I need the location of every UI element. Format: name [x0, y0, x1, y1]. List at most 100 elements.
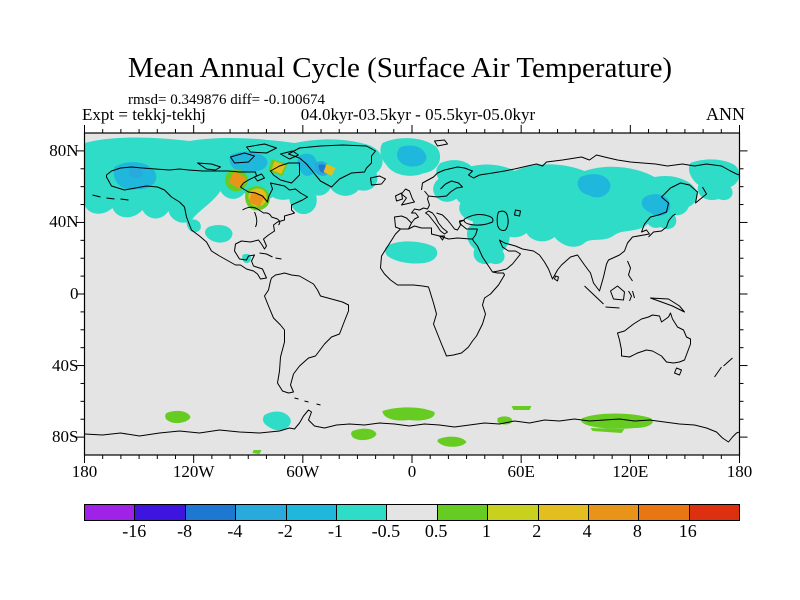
anomaly-patch [467, 219, 510, 265]
coastline [514, 209, 521, 217]
experiment-label: Expt = tekkj-tekhj [82, 105, 206, 124]
anomaly-patch [165, 410, 191, 424]
anomaly-patch [351, 428, 377, 441]
anomaly-patch [641, 194, 671, 216]
colorbar-tick-label: 0.5 [424, 521, 448, 541]
coastline [650, 297, 685, 313]
anomaly-patch [511, 406, 532, 410]
colorbar-segment [184, 505, 236, 520]
anomaly-patch [262, 411, 291, 431]
x-axis-tick-label: 60E [507, 462, 535, 481]
colorbar-tick-label: 16 [678, 521, 697, 541]
colorbar-segment [436, 505, 488, 520]
colorbar-segment [85, 505, 135, 520]
coastline [714, 357, 733, 378]
anomaly-patch [205, 225, 233, 243]
coastline [479, 154, 740, 176]
coastline [84, 409, 740, 443]
anomaly-patch [577, 174, 611, 198]
map-group [76, 125, 748, 463]
coastline [424, 180, 463, 198]
y-axis-tick-label: 40N [49, 212, 79, 232]
colorbar-segment [335, 505, 387, 520]
colorbar-tick-label: 1 [481, 521, 491, 541]
coastline [259, 252, 282, 260]
colorbar-tick-label: -4 [227, 521, 243, 541]
coastline [434, 139, 448, 147]
colorbar [84, 504, 740, 521]
anomaly-patch [271, 161, 286, 174]
coastline [294, 397, 321, 406]
anomaly-patch [590, 428, 625, 433]
anomaly-patch [252, 450, 262, 454]
coastline [400, 225, 473, 240]
colorbar-segment [487, 505, 538, 520]
figure-title: Mean Annual Cycle (Surface Air Temperatu… [127, 52, 673, 84]
colorbar-tick-label: 2 [532, 521, 542, 541]
coastline [242, 206, 281, 228]
period-label: 04.0kyr-03.5kyr - 05.5kyr-05.0kyr [300, 105, 536, 124]
colorbar-segment [587, 505, 639, 520]
colorbar-tick-label: -2 [277, 521, 293, 541]
coastline [425, 210, 448, 241]
colorbar-tick-label: 4 [582, 521, 592, 541]
colorbar-segment [235, 505, 286, 520]
y-axis-tick-label: 40S [52, 355, 79, 375]
colorbar-segment [285, 505, 336, 520]
coastline [106, 166, 308, 280]
anomaly-patch [186, 219, 201, 233]
coastline [436, 212, 465, 231]
coastline [197, 162, 221, 171]
anomaly-patch [385, 241, 438, 264]
coastline [411, 195, 430, 224]
x-axis-tick-label: 180 [726, 462, 753, 481]
colorbar-segment [537, 505, 588, 520]
coastline [610, 285, 625, 301]
coastline [584, 285, 620, 309]
x-axis-tick-label: 180 [71, 462, 98, 481]
anomaly-patch [437, 436, 467, 447]
coastline [288, 144, 376, 188]
y-axis-tick-label: 80N [49, 140, 79, 160]
coastline [395, 188, 415, 206]
anomaly-patch [382, 407, 435, 421]
coastline [421, 166, 480, 191]
colorbar-segment [688, 505, 740, 520]
y-axis-tick-label: 0 [70, 284, 79, 303]
colorbar-segment [638, 505, 689, 520]
colorbar-segment [134, 505, 185, 520]
coastline [380, 228, 505, 357]
coastline [459, 219, 478, 230]
coastline [270, 162, 300, 184]
coastline [554, 275, 559, 282]
coastline [617, 312, 691, 364]
x-axis-tick-label: 120E [612, 462, 649, 481]
coastline [496, 210, 509, 231]
anomaly-patch [688, 159, 740, 201]
anomaly-patch [453, 164, 698, 247]
x-axis-tick-label: 0 [407, 462, 417, 481]
anomaly-patch [323, 164, 336, 176]
stats-annotation: rmsd= 0.349876 diff= -0.100674 [128, 92, 326, 108]
coastline [627, 260, 633, 282]
coastline [674, 367, 682, 376]
coastline [264, 272, 349, 394]
coastline [92, 194, 129, 201]
colorbar-tick-label: -1 [328, 521, 344, 541]
coastline [628, 290, 635, 302]
colorbar-tick-label: -16 [122, 521, 147, 541]
anomaly-patch [581, 413, 653, 429]
y-axis-tick-label: 80S [52, 427, 79, 447]
anomaly-patch [397, 145, 427, 167]
x-axis-tick-label: 60W [286, 462, 320, 481]
season-label: ANN [706, 104, 745, 124]
coastline [648, 213, 676, 238]
colorbar-tick-label: -0.5 [371, 521, 401, 541]
coastline [230, 143, 299, 164]
coastline [370, 175, 386, 186]
coastline [254, 173, 265, 182]
colorbar-tick-label: 8 [632, 521, 642, 541]
colorbar-tick-label: -8 [177, 521, 193, 541]
coastline [463, 214, 494, 226]
